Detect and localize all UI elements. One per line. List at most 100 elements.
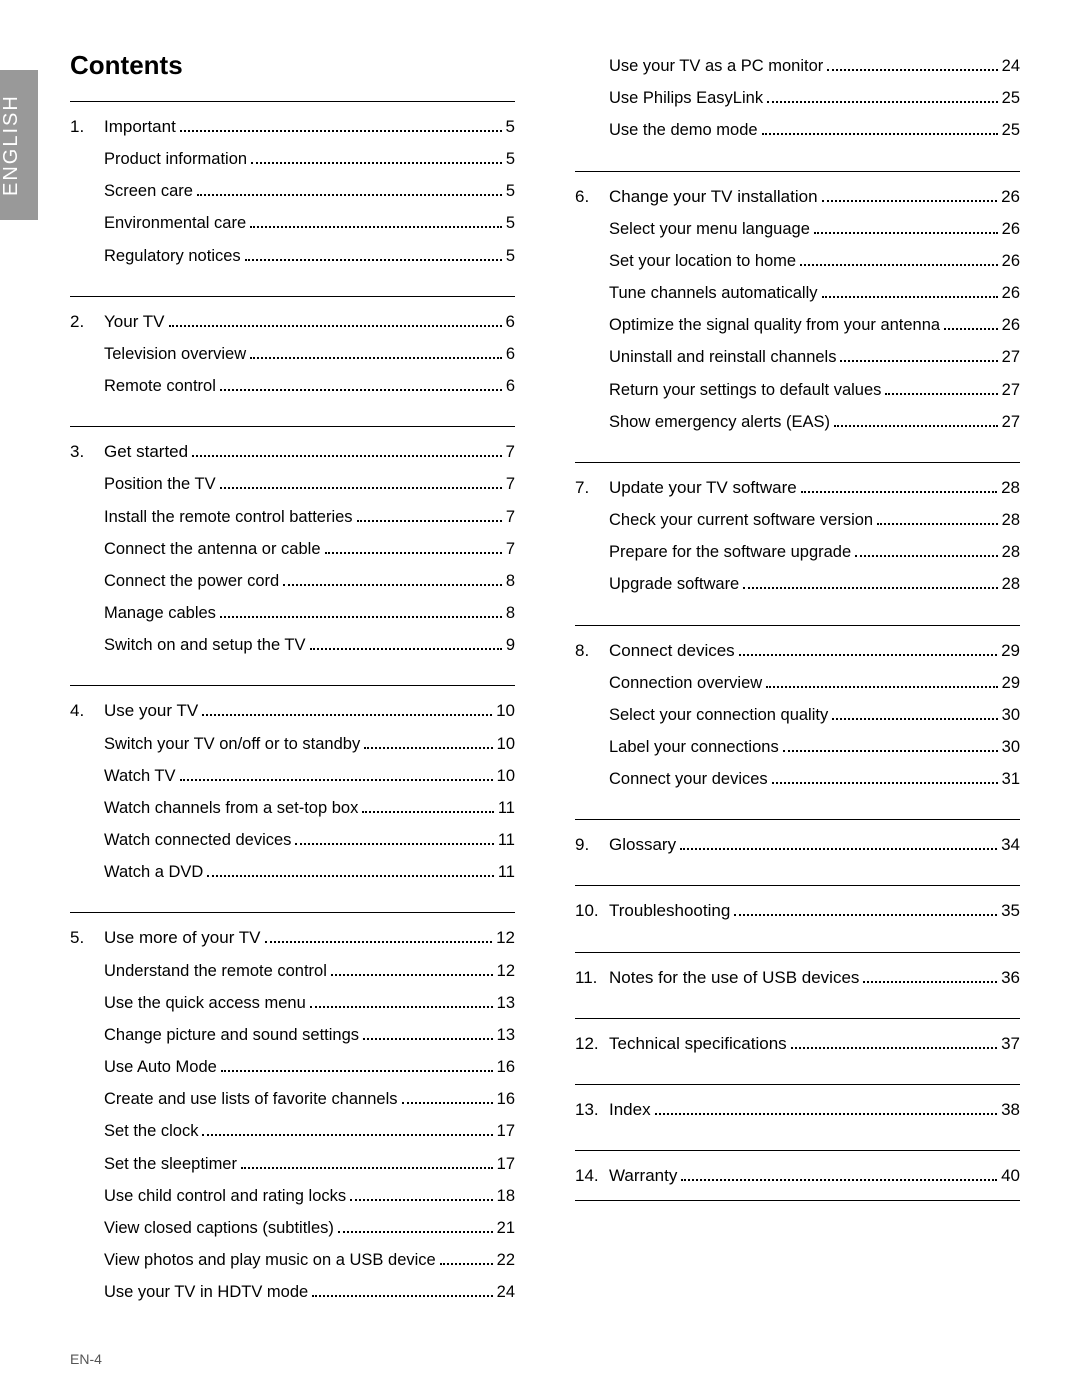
toc-section-heading: 3.Get started7 xyxy=(70,435,515,468)
toc-page-number: 28 xyxy=(1002,536,1020,568)
toc-page-number: 7 xyxy=(506,501,515,533)
leader-dots xyxy=(681,1167,997,1181)
toc-section-title: Change your TV installation xyxy=(609,180,818,213)
leader-dots xyxy=(767,90,998,104)
toc-page-number: 17 xyxy=(497,1115,515,1147)
toc-subitem-label: Use your TV as a PC monitor xyxy=(609,50,823,82)
toc-section: 5.Use more of your TV12Understand the re… xyxy=(70,912,515,1308)
toc-page-number: 24 xyxy=(497,1276,515,1308)
toc-page-number: 35 xyxy=(1001,894,1020,927)
toc-page-number: 10 xyxy=(497,760,515,792)
toc-subitem-label: Watch channels from a set-top box xyxy=(104,792,358,824)
section-rule xyxy=(575,462,1020,463)
leader-dots xyxy=(338,1219,493,1233)
toc-section-number: 11. xyxy=(575,961,609,994)
leader-dots xyxy=(655,1101,997,1115)
toc-page-number: 24 xyxy=(1002,50,1020,82)
toc-section: 14.Warranty40 xyxy=(575,1150,1020,1201)
toc-subitem-label: Use child control and rating locks xyxy=(104,1180,346,1212)
toc-section-heading: 2.Your TV6 xyxy=(70,305,515,338)
toc-page-number: 27 xyxy=(1002,406,1020,438)
leader-dots xyxy=(245,247,502,261)
toc-subitem-label: Create and use lists of favorite channel… xyxy=(104,1083,398,1115)
section-rule xyxy=(575,885,1020,886)
toc-subitem: View photos and play music on a USB devi… xyxy=(70,1244,515,1276)
leader-dots xyxy=(855,544,997,558)
toc-subitem-label: Use the demo mode xyxy=(609,114,758,146)
toc-page-number: 6 xyxy=(506,370,515,402)
toc-page-number: 5 xyxy=(506,175,515,207)
toc-section: 6.Change your TV installation26Select yo… xyxy=(575,171,1020,438)
toc-page-number: 40 xyxy=(1001,1159,1020,1192)
toc-page-number: 7 xyxy=(506,468,515,500)
leader-dots xyxy=(739,642,997,656)
leader-dots xyxy=(840,349,997,363)
leader-dots xyxy=(250,345,502,359)
toc-subitem: Use child control and rating locks18 xyxy=(70,1180,515,1212)
toc-subitem: Tune channels automatically26 xyxy=(575,277,1020,309)
toc-section-heading: 10.Troubleshooting35 xyxy=(575,894,1020,927)
toc-subitem-label: Television overview xyxy=(104,338,246,370)
toc-section-title: Update your TV software xyxy=(609,471,797,504)
toc-page-number: 17 xyxy=(497,1148,515,1180)
section-rule xyxy=(575,171,1020,172)
leader-dots xyxy=(251,151,502,165)
toc-subitem: Product information5 xyxy=(70,143,515,175)
leader-dots xyxy=(295,832,493,846)
toc-subitem: Return your settings to default values27 xyxy=(575,374,1020,406)
toc-section-number: 7. xyxy=(575,471,609,504)
page-title: Contents xyxy=(70,50,515,81)
toc-subitem: Use the quick access menu 13 xyxy=(70,987,515,1019)
toc-subitem-label: Connection overview xyxy=(609,667,762,699)
section-rule xyxy=(70,426,515,427)
toc-subitem-label: View photos and play music on a USB devi… xyxy=(104,1244,436,1276)
toc-subitem-label: Use Auto Mode xyxy=(104,1051,217,1083)
toc-page-number: 5 xyxy=(506,240,515,272)
toc-section-title: Glossary xyxy=(609,828,676,861)
leader-dots xyxy=(680,836,997,850)
toc-page-number: 13 xyxy=(497,987,515,1019)
toc-section-title: Warranty xyxy=(609,1159,677,1192)
toc-subitem-label: Switch on and setup the TV xyxy=(104,629,306,661)
toc-subitem: Watch TV 10 xyxy=(70,760,515,792)
toc-section-title: Get started xyxy=(104,435,188,468)
toc-subitem: Prepare for the software upgrade28 xyxy=(575,536,1020,568)
toc-subitem-label: Watch TV xyxy=(104,760,176,792)
toc-subitem-label: Manage cables xyxy=(104,597,216,629)
toc-page-number: 10 xyxy=(497,728,515,760)
toc-subitem: Change picture and sound settings13 xyxy=(70,1019,515,1051)
leader-dots xyxy=(440,1252,493,1266)
toc-subitem: Install the remote control batteries7 xyxy=(70,501,515,533)
toc-page-number: 12 xyxy=(496,921,515,954)
leader-dots xyxy=(202,1123,492,1137)
toc-section: 9.Glossary34 xyxy=(575,819,1020,861)
leader-dots xyxy=(220,476,502,490)
toc-subitem-label: Show emergency alerts (EAS) xyxy=(609,406,830,438)
toc-section-title: Technical specifications xyxy=(609,1027,787,1060)
toc-subitem: Set the clock17 xyxy=(70,1115,515,1147)
columns: Contents 1.Important5Product information… xyxy=(70,50,1020,1309)
toc-subitem: Select your connection quality30 xyxy=(575,699,1020,731)
section-rule xyxy=(575,1084,1020,1085)
toc-subitem-label: Select your connection quality xyxy=(609,699,828,731)
toc-section-heading: 5.Use more of your TV12 xyxy=(70,921,515,954)
toc-page-number: 27 xyxy=(1002,341,1020,373)
section-rule xyxy=(70,685,515,686)
section-rule xyxy=(575,952,1020,953)
leader-dots xyxy=(734,903,997,917)
toc-page-number: 25 xyxy=(1002,114,1020,146)
toc-subitem: Set the sleeptimer17 xyxy=(70,1148,515,1180)
toc-page-number: 9 xyxy=(506,629,515,661)
toc-page-number: 28 xyxy=(1002,504,1020,536)
leader-dots xyxy=(192,443,501,457)
toc-subitem-label: Use your TV in HDTV mode xyxy=(104,1276,308,1308)
toc-subitem-label: Optimize the signal quality from your an… xyxy=(609,309,940,341)
toc-page-number: 31 xyxy=(1002,763,1020,795)
toc-page-number: 13 xyxy=(497,1019,515,1051)
toc-subitem-label: Use the quick access menu xyxy=(104,987,306,1019)
toc-subitem-label: Understand the remote control xyxy=(104,955,327,987)
toc-section-number: 9. xyxy=(575,828,609,861)
leader-dots xyxy=(791,1035,997,1049)
toc-section-heading: 14.Warranty40 xyxy=(575,1159,1020,1192)
toc-section-title: Index xyxy=(609,1093,651,1126)
